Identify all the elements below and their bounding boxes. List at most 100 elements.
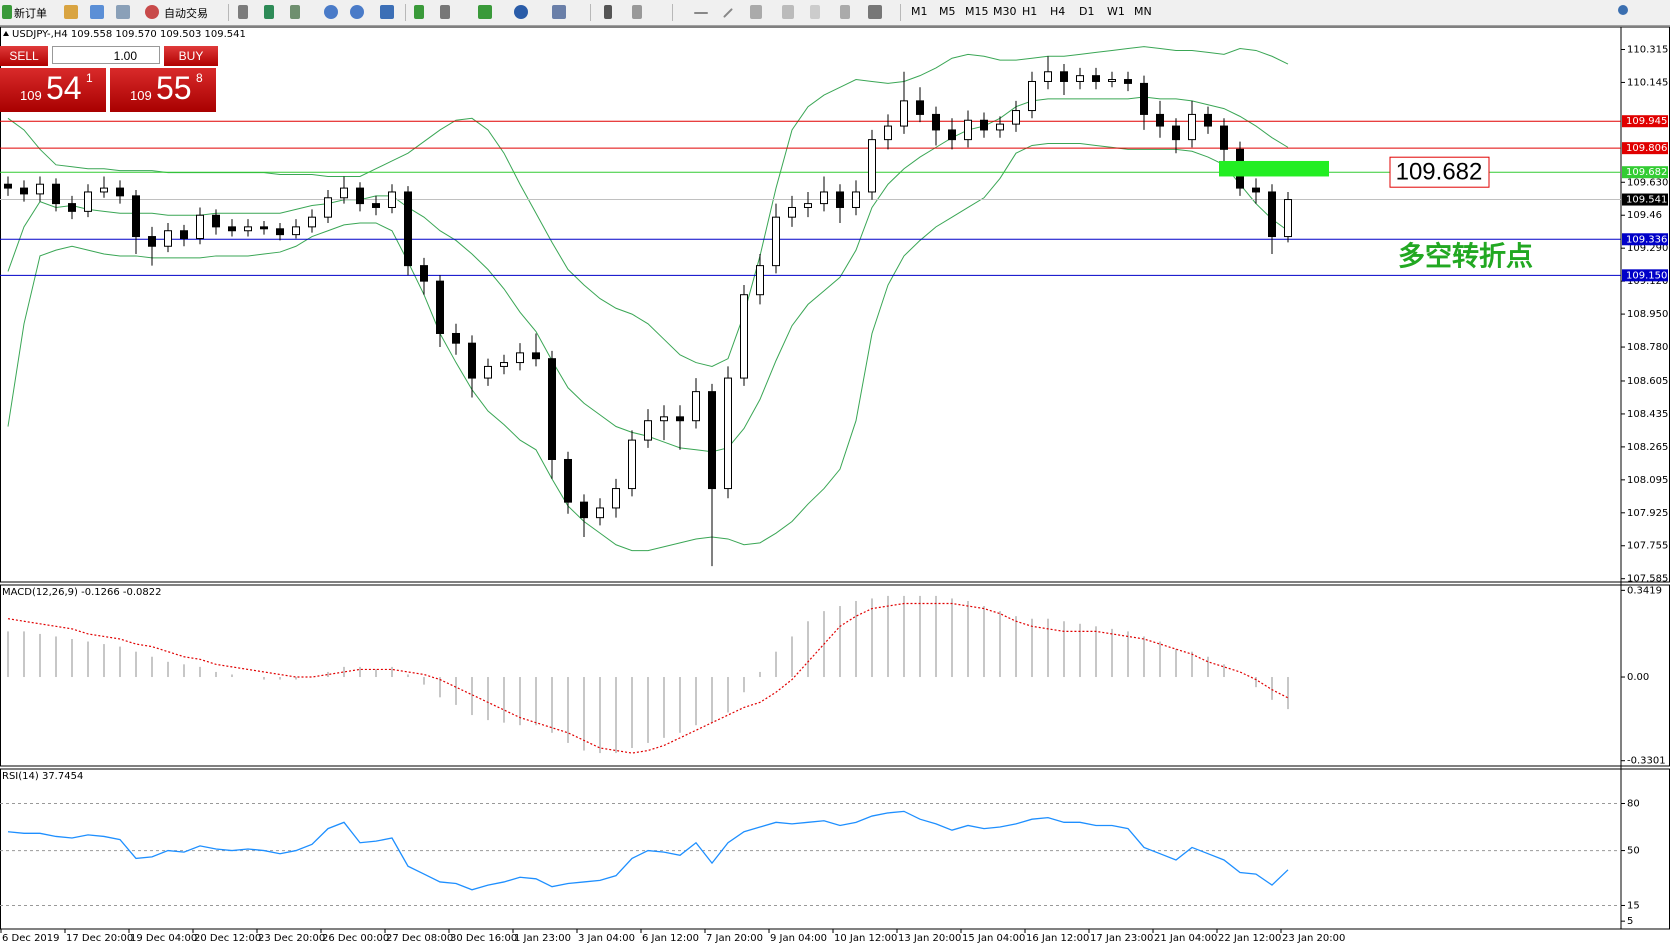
- candle-body: [372, 203, 380, 208]
- new-order-button[interactable]: 新订单: [14, 7, 47, 20]
- y-tick-label: 107.925: [1627, 508, 1668, 519]
- candle-body: [724, 377, 732, 490]
- level-axis-label: 109.806: [1626, 143, 1667, 154]
- time-label: 17 Dec 20:00: [66, 933, 133, 944]
- candle-body: [740, 294, 748, 379]
- candle-body: [836, 191, 844, 208]
- candle-body: [1284, 199, 1292, 238]
- candle-body: [260, 226, 268, 230]
- price-label-box: [1389, 156, 1490, 188]
- time-label: 1 Jan 23:00: [514, 933, 571, 944]
- y-tick-label: 108.780: [1627, 342, 1668, 353]
- channel-icon[interactable]: [750, 5, 762, 19]
- tile-icon[interactable]: [380, 5, 394, 19]
- timeframe-button[interactable]: M1: [911, 5, 928, 18]
- navigator-icon[interactable]: [90, 5, 104, 19]
- timeframe-button[interactable]: H4: [1050, 5, 1066, 18]
- big-figure: 109: [130, 88, 152, 103]
- y-tick-label: 80: [1627, 799, 1640, 810]
- panel-frame: [0, 26, 1670, 583]
- new-order-icon[interactable]: [2, 5, 12, 19]
- timeframe-button[interactable]: H1: [1022, 5, 1038, 18]
- line-chart-icon[interactable]: [290, 5, 300, 19]
- separator: [228, 4, 229, 21]
- sell-price[interactable]: 109 54 1: [0, 68, 106, 112]
- candle-body: [612, 488, 620, 509]
- candle-body: [868, 139, 876, 193]
- sell-button[interactable]: SELL: [0, 46, 48, 66]
- candle-body: [212, 214, 220, 228]
- hline-icon[interactable]: [694, 12, 708, 14]
- candle-body: [1156, 113, 1164, 127]
- time-label: 19 Dec 04:00: [130, 933, 197, 944]
- y-tick-label: 0.00: [1627, 672, 1649, 683]
- separator: [590, 4, 591, 21]
- buy-price[interactable]: 109 55 8: [110, 68, 216, 112]
- toolbar: 新订单 自动交易 M1 M5 M15 M30 H1 H4 D1 W1 MN: [0, 0, 1670, 26]
- bar-chart-icon[interactable]: [238, 5, 248, 19]
- shift-icon[interactable]: [440, 5, 450, 19]
- time-label: 23 Jan 20:00: [1282, 933, 1345, 944]
- candle-body: [388, 191, 396, 208]
- candle-body: [1108, 79, 1116, 82]
- pips: 54: [46, 70, 82, 106]
- candle-body: [852, 191, 860, 208]
- scroll-icon[interactable]: [414, 5, 424, 19]
- timeframe-button[interactable]: D1: [1079, 5, 1095, 18]
- history-icon[interactable]: [64, 5, 78, 19]
- candle-body: [1140, 82, 1148, 115]
- timeframe-button[interactable]: M15: [965, 5, 989, 18]
- candle-body: [452, 332, 460, 344]
- timeframe-button[interactable]: W1: [1107, 5, 1125, 18]
- bollinger-lower: [7, 143, 1289, 552]
- zoom-out-icon[interactable]: [350, 5, 364, 19]
- time-label: 6 Jan 12:00: [642, 933, 699, 944]
- crosshair-icon[interactable]: [632, 5, 642, 19]
- arrows-icon[interactable]: [868, 5, 882, 19]
- big-figure: 109: [20, 88, 42, 103]
- time-label: 23 Dec 20:00: [258, 933, 325, 944]
- candle-body: [116, 187, 124, 197]
- time-label: 6 Dec 2019: [2, 933, 60, 944]
- candle-body: [980, 119, 988, 131]
- separator: [405, 4, 406, 21]
- timeframe-button[interactable]: M5: [939, 5, 956, 18]
- time-label: 17 Jan 23:00: [1090, 933, 1153, 944]
- time-label: 30 Dec 16:00: [450, 933, 517, 944]
- candle-body: [20, 187, 28, 195]
- candle-body: [148, 236, 156, 247]
- candle-chart-icon[interactable]: [264, 5, 274, 19]
- candle-body: [1060, 71, 1068, 82]
- candle-body: [1092, 75, 1100, 82]
- level-axis-box: [1622, 115, 1668, 128]
- auto-trading-icon[interactable]: [145, 5, 159, 19]
- y-tick-label: 50: [1627, 846, 1640, 857]
- y-tick-label: 107.585: [1627, 574, 1668, 585]
- templates-icon[interactable]: [552, 5, 566, 19]
- timeframe-button[interactable]: MN: [1134, 5, 1152, 18]
- periods-icon[interactable]: [514, 5, 528, 19]
- lot-input[interactable]: 1.00: [52, 46, 160, 64]
- cursor-icon[interactable]: [604, 5, 612, 19]
- signals-icon[interactable]: [116, 5, 130, 19]
- text-icon[interactable]: [810, 5, 820, 19]
- y-tick-label: 109.630: [1627, 177, 1668, 188]
- fibo-icon[interactable]: [782, 5, 794, 19]
- candle-body: [788, 206, 796, 218]
- indicators-icon[interactable]: [478, 5, 492, 19]
- search-icon[interactable]: [1618, 5, 1628, 15]
- candle-body: [308, 216, 316, 228]
- candle-body: [52, 183, 60, 205]
- label-icon[interactable]: [840, 5, 850, 19]
- timeframe-button[interactable]: M30: [993, 5, 1017, 18]
- time-label: 7 Jan 20:00: [706, 933, 763, 944]
- candle-body: [804, 203, 812, 208]
- candle-body: [164, 230, 172, 247]
- zoom-in-icon[interactable]: [324, 5, 338, 19]
- candle-body: [772, 216, 780, 267]
- auto-trading-button[interactable]: 自动交易: [164, 7, 208, 20]
- one-click-trading-panel: SELL 1.00 BUY 109 54 1 109 55 8: [0, 46, 218, 112]
- buy-button[interactable]: BUY: [164, 46, 218, 66]
- time-label: 3 Jan 04:00: [578, 933, 635, 944]
- y-tick-label: 15: [1627, 900, 1640, 911]
